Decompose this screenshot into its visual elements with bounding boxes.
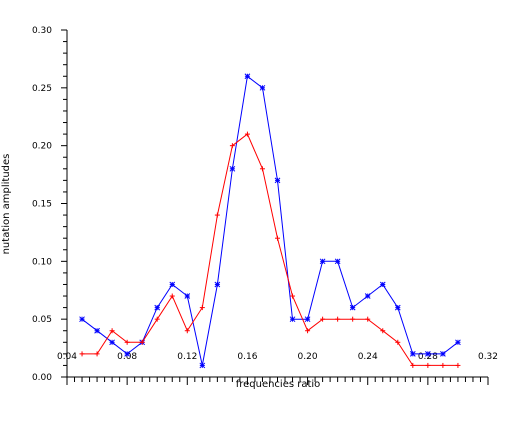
- data-point-marker: [214, 212, 220, 218]
- data-point-marker: [124, 339, 130, 345]
- x-tick-label: 0.24: [358, 352, 378, 362]
- x-axis-title: frequencies ratio: [236, 379, 321, 390]
- series-1: [79, 73, 461, 369]
- data-point-marker: [184, 328, 190, 334]
- data-point-marker: [214, 281, 221, 288]
- data-point-marker: [259, 84, 266, 91]
- data-point-marker: [94, 351, 100, 357]
- data-point-marker: [305, 328, 311, 334]
- series-2: [79, 131, 461, 368]
- data-point-marker: [229, 143, 235, 149]
- data-point-marker: [79, 351, 85, 357]
- data-point-marker: [395, 339, 401, 345]
- data-point-marker: [109, 328, 115, 334]
- data-point-marker: [455, 339, 461, 346]
- data-point-marker: [379, 281, 386, 288]
- data-point-marker: [199, 305, 205, 311]
- y-axis-title: nutation amplitudes: [1, 154, 12, 255]
- data-point-marker: [334, 258, 341, 265]
- data-point-marker: [364, 293, 371, 299]
- series-line: [82, 133, 458, 366]
- data-point-marker: [455, 362, 461, 368]
- data-point-marker: [350, 316, 356, 322]
- data-point-marker: [169, 293, 175, 299]
- data-point-marker: [304, 316, 311, 323]
- x-tick-label: 0.20: [298, 352, 318, 362]
- y-tick-label: 0.05: [32, 315, 52, 325]
- y-tick-label: 0.30: [32, 26, 52, 36]
- data-point-marker: [259, 166, 265, 172]
- data-point-marker: [79, 316, 85, 323]
- data-point-marker: [409, 351, 416, 357]
- y-tick-label: 0.25: [32, 84, 52, 94]
- data-point-marker: [425, 351, 431, 357]
- data-point-marker: [365, 316, 371, 322]
- data-point-marker: [199, 362, 206, 369]
- chart-axes: 0.00 0.05 0.10 0.15 0.20 0.25 0.30 0.04 0.08 0.12…: [32, 26, 498, 385]
- y-tick-label: 0.20: [32, 142, 52, 152]
- series-line: [81, 75, 459, 366]
- chart-series-layer: [79, 73, 461, 369]
- x-tick-label: 0.12: [177, 352, 197, 362]
- data-point-marker: [154, 316, 160, 322]
- data-point-marker: [244, 131, 250, 137]
- data-point-marker: [380, 328, 386, 334]
- data-point-marker: [410, 362, 416, 368]
- data-point-marker: [425, 362, 431, 368]
- data-point-marker: [94, 327, 100, 334]
- data-point-marker: [289, 316, 296, 323]
- data-point-marker: [440, 351, 446, 357]
- x-tick-label: 0.04: [57, 352, 77, 362]
- data-point-marker: [184, 293, 191, 299]
- y-tick-label: 0.15: [32, 200, 52, 210]
- y-tick-label: 0.00: [32, 373, 52, 383]
- data-point-marker: [320, 316, 326, 322]
- data-point-marker: [335, 316, 341, 322]
- data-point-marker: [394, 304, 401, 311]
- x-tick-label: 0.08: [117, 352, 137, 362]
- data-point-marker: [169, 281, 176, 288]
- data-point-marker: [275, 235, 280, 241]
- data-point-marker: [349, 304, 356, 311]
- data-point-marker: [440, 362, 446, 368]
- x-tick-label: 0.16: [237, 352, 257, 362]
- x-tick-label: 0.32: [478, 352, 498, 362]
- data-point-marker: [244, 73, 251, 80]
- data-point-marker: [274, 177, 281, 184]
- data-point-marker: [319, 258, 326, 265]
- data-point-marker: [290, 293, 296, 299]
- y-tick-label: 0.10: [32, 257, 52, 267]
- data-point-marker: [109, 339, 115, 346]
- data-point-marker: [154, 304, 161, 311]
- data-point-marker: [124, 351, 130, 357]
- data-point-marker: [229, 165, 236, 172]
- x-tick-label: 0.28: [418, 352, 438, 362]
- data-point-marker: [139, 339, 145, 345]
